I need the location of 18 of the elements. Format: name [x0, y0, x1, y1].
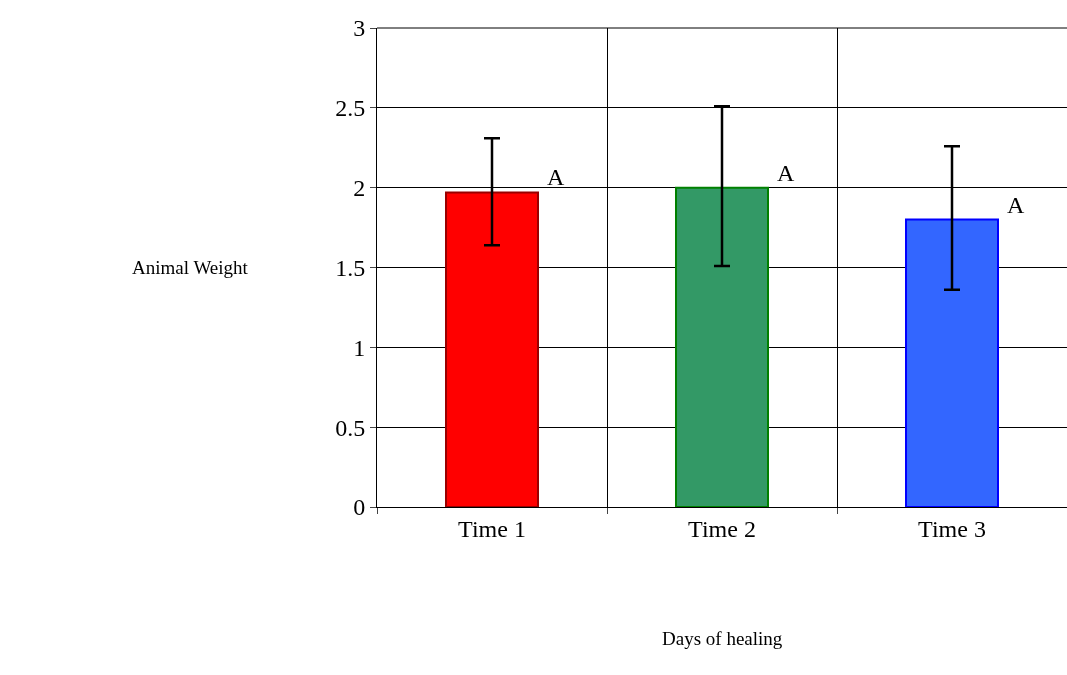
y-tick-label: 3: [353, 15, 366, 42]
bar: [445, 191, 539, 507]
bar: [675, 186, 769, 507]
y-tick-label: 2.5: [335, 95, 366, 122]
annotation: A: [547, 164, 565, 190]
annotation: A: [777, 160, 795, 186]
y-tick-label: 2: [353, 175, 366, 202]
x-tick-label: Time 3: [918, 515, 986, 542]
annotation: A: [1007, 192, 1025, 218]
y-tick-label: 1.5: [335, 254, 366, 281]
x-axis-title: Days of healing: [662, 628, 783, 649]
x-tick-label: Time 2: [688, 515, 756, 542]
y-tick-label: 0.5: [335, 414, 366, 441]
y-tick-label: 0: [353, 494, 366, 521]
y-axis-title: Animal Weight: [132, 257, 249, 278]
x-tick-label: Time 1: [458, 515, 526, 542]
bar: [905, 218, 999, 507]
y-tick-label: 1: [353, 334, 366, 361]
